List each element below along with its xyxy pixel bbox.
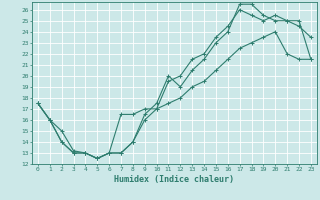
- X-axis label: Humidex (Indice chaleur): Humidex (Indice chaleur): [115, 175, 234, 184]
